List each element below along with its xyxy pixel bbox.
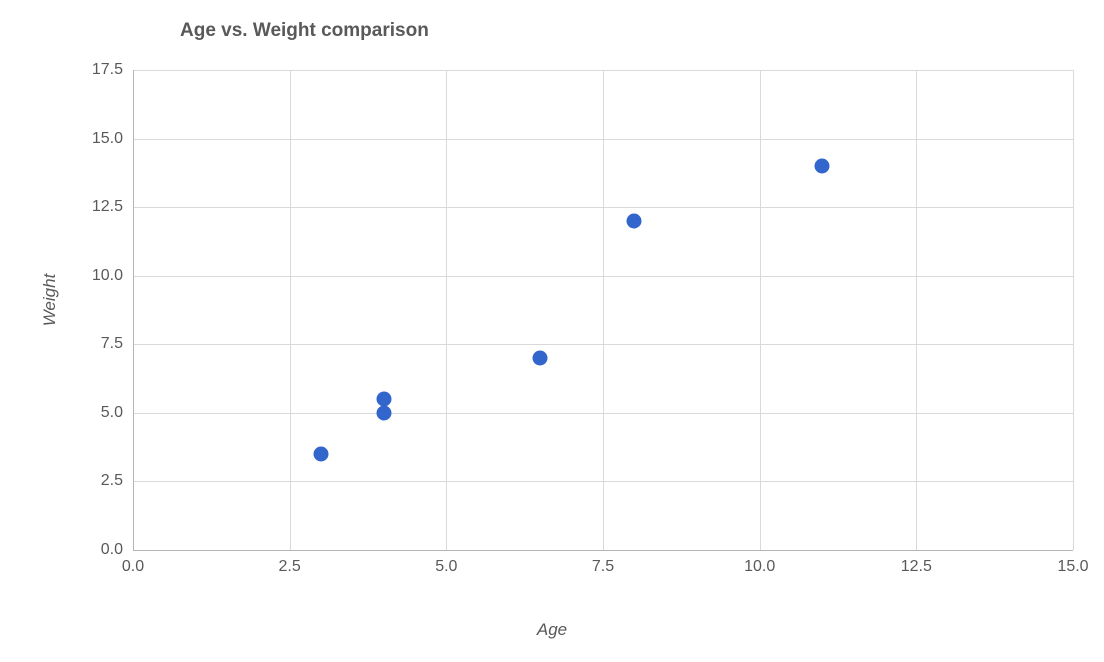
- data-point: [627, 213, 642, 228]
- data-point: [314, 447, 329, 462]
- gridline-vertical: [446, 70, 447, 550]
- y-tick-label: 2.5: [101, 472, 123, 490]
- plot-area: 0.02.55.07.510.012.515.017.50.02.55.07.5…: [132, 70, 1073, 550]
- gridline-vertical: [1073, 70, 1074, 550]
- data-point: [533, 351, 548, 366]
- x-axis-label: Age: [0, 620, 1104, 640]
- gridline-vertical: [760, 70, 761, 550]
- scatter-chart: Age vs. Weight comparison Weight 0.02.55…: [0, 0, 1104, 662]
- y-tick-label: 15.0: [92, 130, 123, 148]
- y-tick-label: 5.0: [101, 404, 123, 422]
- x-tick-label: 5.0: [435, 558, 457, 576]
- gridline-vertical: [133, 70, 134, 550]
- y-tick-label: 0.0: [101, 541, 123, 559]
- y-tick-label: 10.0: [92, 267, 123, 285]
- gridline-vertical: [603, 70, 604, 550]
- data-point: [815, 159, 830, 174]
- x-tick-label: 2.5: [279, 558, 301, 576]
- y-axis-label: Weight: [40, 274, 60, 327]
- gridline-vertical: [290, 70, 291, 550]
- chart-title: Age vs. Weight comparison: [180, 20, 429, 42]
- x-tick-label: 7.5: [592, 558, 614, 576]
- gridline-horizontal: [133, 550, 1073, 551]
- y-tick-label: 17.5: [92, 61, 123, 79]
- data-point: [376, 405, 391, 420]
- y-tick-label: 12.5: [92, 198, 123, 216]
- x-tick-label: 15.0: [1057, 558, 1088, 576]
- x-tick-label: 10.0: [744, 558, 775, 576]
- data-point: [376, 392, 391, 407]
- x-tick-label: 12.5: [901, 558, 932, 576]
- gridline-vertical: [916, 70, 917, 550]
- y-tick-label: 7.5: [101, 335, 123, 353]
- x-tick-label: 0.0: [122, 558, 144, 576]
